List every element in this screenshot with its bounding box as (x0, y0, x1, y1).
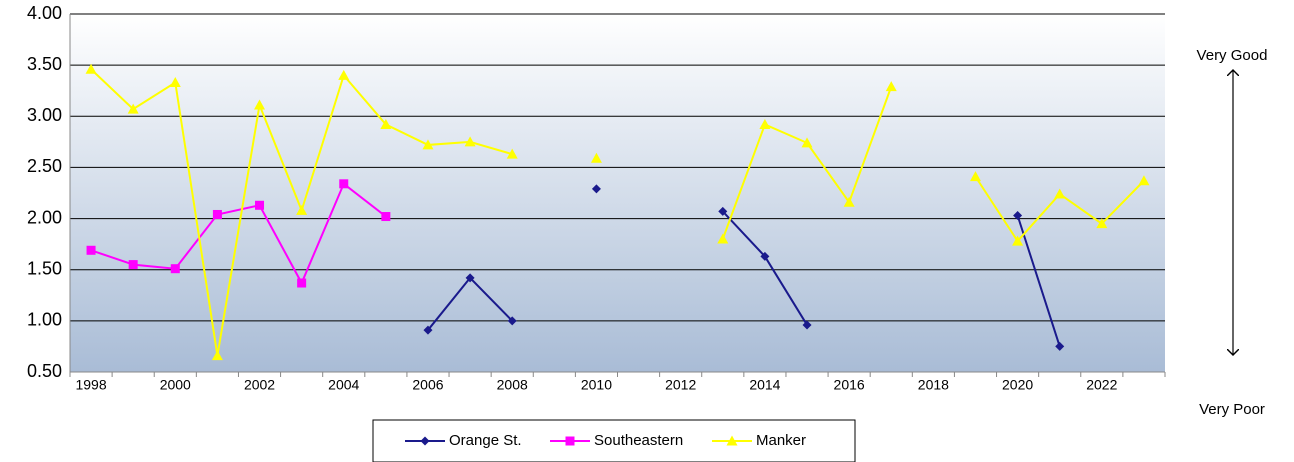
legend-marker (565, 436, 575, 446)
y-tick-label: 1.00 (27, 310, 62, 330)
data-point (128, 260, 138, 270)
annotation: Very Good (1197, 47, 1268, 64)
data-point (1138, 175, 1150, 186)
data-point (127, 103, 139, 114)
data-point (422, 139, 434, 150)
x-tick-label: 2020 (1002, 377, 1033, 393)
legend (372, 419, 856, 462)
x-tick-label: 2006 (412, 377, 443, 393)
data-point (423, 325, 433, 335)
y-tick-label: 0.50 (27, 361, 62, 381)
data-point (212, 209, 222, 219)
y-tick-label: 2.50 (27, 156, 62, 176)
data-point (85, 63, 97, 74)
data-point (843, 196, 855, 207)
data-point (759, 118, 771, 129)
data-point (718, 206, 728, 216)
x-tick-label: 2002 (244, 377, 275, 393)
data-point (255, 200, 265, 210)
plot-area (70, 14, 1165, 372)
data-point (339, 179, 349, 189)
data-point (591, 184, 601, 194)
data-point (169, 77, 181, 88)
data-point (464, 136, 476, 147)
legend-label: Manker (756, 432, 806, 449)
data-point (170, 264, 180, 274)
x-tick-label: 1998 (75, 377, 106, 393)
x-tick-label: 2008 (497, 377, 528, 393)
y-tick-label: 1.50 (27, 258, 62, 278)
x-tick-label: 2000 (160, 377, 191, 393)
data-point (211, 350, 223, 361)
data-point (338, 69, 350, 80)
y-tick-label: 3.50 (27, 54, 62, 74)
data-point (969, 171, 981, 182)
legend-marker (726, 435, 738, 446)
x-tick-label: 2004 (328, 377, 359, 393)
data-point (86, 245, 96, 255)
legend-marker (420, 436, 430, 446)
data-point (590, 152, 602, 163)
x-tick-label: 2018 (918, 377, 949, 393)
data-point (1012, 235, 1024, 246)
data-point (1013, 211, 1023, 221)
data-point (1054, 188, 1066, 199)
data-point (507, 316, 517, 326)
data-point (465, 273, 475, 283)
x-tick-label: 2022 (1086, 377, 1117, 393)
data-point (297, 278, 307, 288)
x-tick-label: 2010 (581, 377, 612, 393)
data-point (802, 320, 812, 330)
data-point (296, 204, 308, 215)
data-point (717, 233, 729, 244)
data-point (381, 212, 391, 222)
data-point (1096, 218, 1108, 229)
x-tick-label: 2016 (834, 377, 865, 393)
data-point (1055, 341, 1065, 351)
data-point (506, 148, 518, 159)
legend-label: Orange St. (449, 432, 522, 449)
data-point (380, 118, 392, 129)
series-line (90, 182, 387, 286)
annotation: Very Poor (1199, 401, 1265, 418)
data-point (801, 137, 813, 148)
x-tick-label: 2014 (749, 377, 780, 393)
x-tick-label: 2012 (665, 377, 696, 393)
y-tick-label: 4.00 (27, 3, 62, 23)
data-point (254, 99, 266, 110)
data-point (885, 81, 897, 92)
y-tick-label: 2.00 (27, 207, 62, 227)
data-point (760, 251, 770, 261)
legend-label: Southeastern (594, 432, 683, 449)
y-tick-label: 3.00 (27, 105, 62, 125)
